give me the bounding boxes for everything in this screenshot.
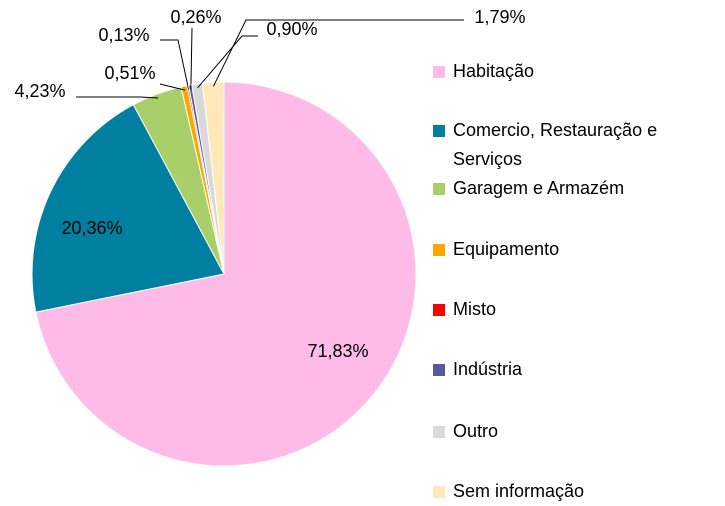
legend-label: Misto bbox=[453, 299, 496, 319]
legend-label: Indústria bbox=[453, 359, 523, 379]
data-label: 4,23% bbox=[14, 81, 65, 101]
legend-swatch bbox=[433, 486, 445, 498]
data-label: 0,13% bbox=[98, 25, 149, 45]
legend-swatch bbox=[433, 125, 445, 137]
legend-label: Garagem e Armazém bbox=[453, 178, 624, 198]
leader-line bbox=[160, 39, 190, 90]
leader-line bbox=[76, 96, 159, 99]
pie-slice bbox=[35, 81, 417, 467]
leader-line bbox=[159, 83, 186, 91]
data-label: 20,36% bbox=[61, 218, 122, 238]
legend-swatch bbox=[433, 244, 445, 256]
legend-label: Outro bbox=[453, 421, 498, 441]
legend-swatch bbox=[433, 66, 445, 78]
data-label: 0,51% bbox=[104, 63, 155, 83]
pie-slice bbox=[31, 104, 225, 313]
legend-swatch bbox=[433, 364, 445, 376]
legend-label: Comercio, Restauração e Serviços bbox=[453, 120, 657, 169]
data-label: 1,79% bbox=[474, 7, 525, 27]
data-label: 0,26% bbox=[170, 7, 221, 27]
legend-label: Sem informação bbox=[453, 481, 584, 501]
legend-label: Equipamento bbox=[453, 239, 559, 259]
legend-swatch bbox=[433, 183, 445, 195]
legend-label: Habitação bbox=[453, 61, 534, 81]
legend-swatch bbox=[433, 426, 445, 438]
leader-line bbox=[197, 35, 258, 89]
legend-swatch bbox=[433, 304, 445, 316]
pie-slice bbox=[201, 81, 225, 275]
data-label: 71,83% bbox=[307, 341, 368, 361]
leader-line bbox=[212, 19, 464, 87]
leader-line bbox=[190, 27, 193, 89]
data-label: 0,90% bbox=[266, 19, 317, 39]
